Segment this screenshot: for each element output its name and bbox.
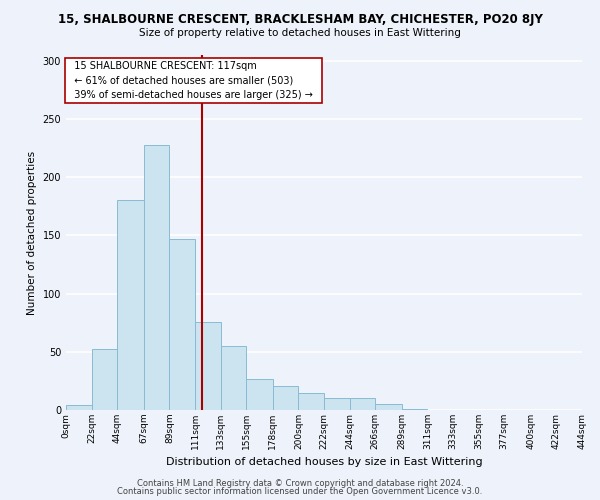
X-axis label: Distribution of detached houses by size in East Wittering: Distribution of detached houses by size …	[166, 458, 482, 468]
Bar	[246, 378, 273, 410]
Bar	[324, 398, 350, 410]
Bar	[195, 322, 221, 410]
Bar	[350, 398, 375, 410]
Y-axis label: Number of detached properties: Number of detached properties	[27, 150, 37, 314]
Bar	[273, 386, 298, 410]
Text: Contains public sector information licensed under the Open Government Licence v3: Contains public sector information licen…	[118, 487, 482, 496]
Text: 15, SHALBOURNE CRESCENT, BRACKLESHAM BAY, CHICHESTER, PO20 8JY: 15, SHALBOURNE CRESCENT, BRACKLESHAM BAY…	[58, 12, 542, 26]
Bar	[402, 409, 427, 410]
Bar	[117, 200, 144, 410]
Text: Size of property relative to detached houses in East Wittering: Size of property relative to detached ho…	[139, 28, 461, 38]
Bar	[298, 392, 324, 410]
Bar	[169, 239, 195, 410]
Bar	[144, 144, 169, 410]
Bar	[66, 406, 92, 410]
Bar	[221, 346, 246, 410]
Bar	[375, 404, 402, 410]
Text: Contains HM Land Registry data © Crown copyright and database right 2024.: Contains HM Land Registry data © Crown c…	[137, 478, 463, 488]
Bar	[92, 350, 117, 410]
Text: 15 SHALBOURNE CRESCENT: 117sqm  
  ← 61% of detached houses are smaller (503)  
: 15 SHALBOURNE CRESCENT: 117sqm ← 61% of …	[68, 61, 319, 100]
